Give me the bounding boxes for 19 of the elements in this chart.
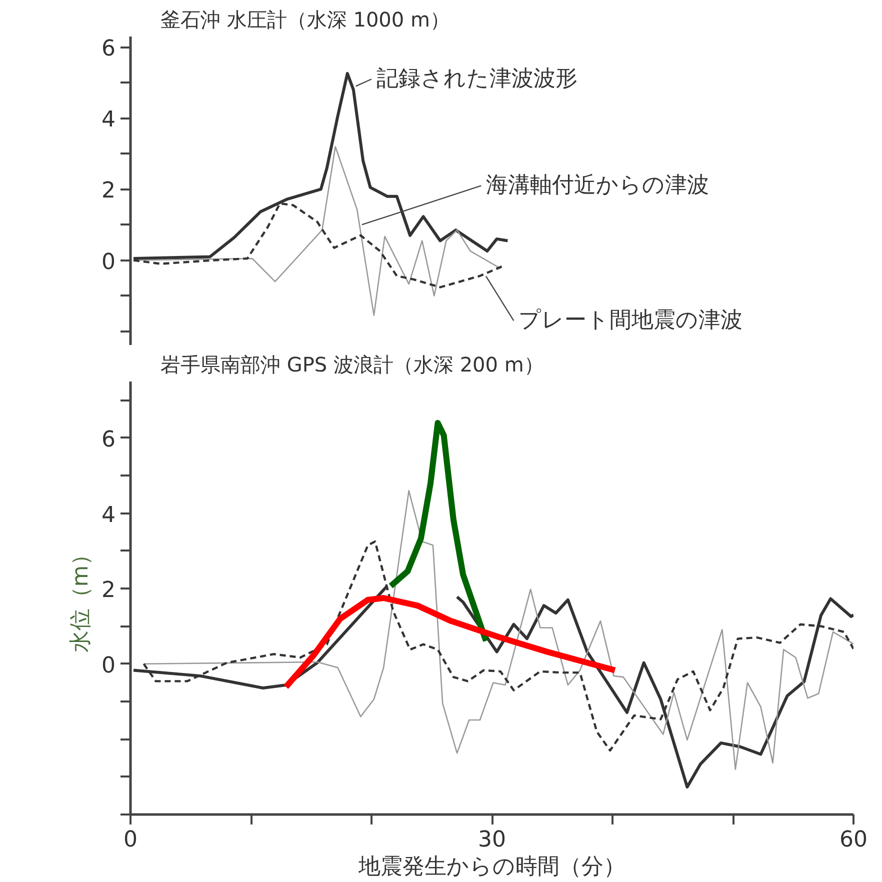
line-series xyxy=(143,490,854,770)
y-tick-label: 6 xyxy=(102,427,116,452)
chart-title: 釜石沖 水圧計（水深 1000 m） xyxy=(160,8,450,32)
series-label: 記録された津波波形 xyxy=(376,66,578,92)
chart-title: 岩手県南部沖 GPS 波浪計（水深 200 m） xyxy=(160,352,544,376)
y-tick-label: 2 xyxy=(102,178,116,204)
y-tick-label: 2 xyxy=(102,578,116,604)
x-tick-label: 30 xyxy=(478,828,506,852)
y-tick-label: 4 xyxy=(102,108,116,133)
y-axis-title: 水位（m） xyxy=(68,543,94,653)
y-tick-label: 0 xyxy=(102,250,116,275)
x-tick-label: 60 xyxy=(840,828,868,852)
x-tick-label: 0 xyxy=(124,828,138,852)
y-tick-label: 6 xyxy=(102,36,116,62)
x-axis-title: 地震発生からの時間（分） xyxy=(358,854,626,880)
y-tick-label: 4 xyxy=(102,502,116,528)
series-label: 海溝軸付近からの津波 xyxy=(486,173,709,198)
text: プレート間地震の津波 xyxy=(518,308,743,334)
y-tick-label: 0 xyxy=(102,653,116,678)
